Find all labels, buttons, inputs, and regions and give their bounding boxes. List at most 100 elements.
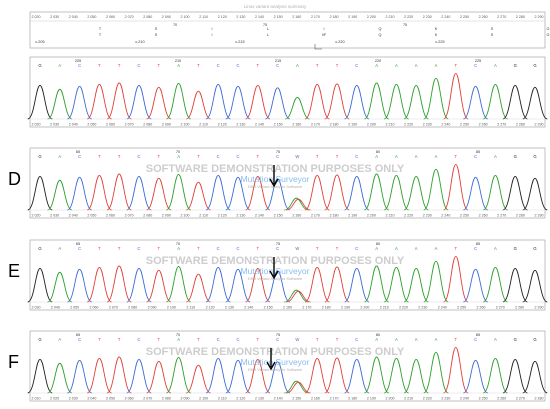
trace-panel-reference: 205 210 215 220 225 G A C T T C T A T C C T C A T T C A A A A T C A G…: [27, 56, 548, 128]
axis-tick-label: 2 220: [404, 214, 413, 218]
base-call-label: A: [435, 154, 438, 159]
base-call-label: C: [474, 246, 477, 251]
base-call-label: T: [316, 337, 319, 342]
trace-peak-A: [423, 168, 449, 211]
codon-label: c.210: [135, 40, 144, 44]
axis-tick-label: 2 150: [264, 306, 273, 310]
base-call-label: C: [236, 154, 239, 159]
axis-tick-label: 2 120: [218, 123, 227, 127]
base-call-label: T: [257, 154, 260, 159]
axis-tick-label: 2 040: [69, 123, 78, 127]
trace-peak-A: [166, 83, 192, 120]
base-call-label: G: [514, 63, 517, 68]
base-call-label: A: [58, 154, 61, 159]
header-axis-tick: 2 250: [460, 15, 469, 19]
trace-peak-T: [443, 72, 469, 120]
base-call-label: T: [197, 246, 200, 251]
axis-tick-label: 2 080: [128, 306, 137, 310]
base-call-label: G: [533, 63, 536, 68]
trace-peak-T: [86, 174, 112, 211]
axis-tick-label: 2 190: [367, 397, 376, 401]
axis-tick-label: 2 140: [274, 397, 283, 401]
axis-tick-label: 2 250: [479, 397, 488, 401]
trace-peak-G: [522, 86, 548, 120]
base-call-label: W: [295, 337, 299, 342]
axis-tick-label: 2 090: [181, 397, 190, 401]
base-call-label: T: [316, 246, 319, 251]
axis-tick-label: 2 040: [51, 306, 60, 310]
header-axis-tick: 2 260: [479, 15, 488, 19]
header-axis-tick: 2 140: [255, 15, 264, 19]
axis-tick-label: 2 130: [255, 397, 264, 401]
axis-tick-label: 2 120: [206, 306, 215, 310]
trace-peak-G: [27, 267, 53, 303]
base-call-label: C: [236, 337, 239, 342]
aa-row2-label: L: [267, 33, 269, 37]
base-call-label: A: [375, 246, 378, 251]
mutation-arrow-head: [269, 178, 279, 188]
base-position-label: 75: [276, 150, 280, 154]
axis-tick-label: 2 060: [106, 123, 115, 127]
panel-letter: E: [8, 261, 20, 281]
trace-peak-T: [324, 266, 350, 303]
trace-peak-G: [502, 84, 528, 120]
trace-peak-C: [344, 84, 370, 120]
base-call-label: T: [257, 246, 260, 251]
axis-tick-label: 2 160: [292, 214, 301, 218]
axis-tick-label: 2 110: [218, 397, 227, 401]
aa-row2-label: I: [211, 33, 212, 37]
axis-tick-label: 2 210: [404, 397, 413, 401]
base-call-label: C: [78, 154, 81, 159]
header-axis-tick: 2 120: [218, 15, 227, 19]
axis-tick-label: 2 100: [199, 397, 208, 401]
base-call-label: T: [98, 246, 101, 251]
base-position-label: 75: [276, 242, 280, 246]
trace-peak-A: [166, 266, 192, 303]
axis-tick-label: 2 210: [380, 306, 389, 310]
trace-peak-T: [304, 83, 330, 120]
axis-tick-label: 2 080: [143, 123, 152, 127]
trace-peak-T: [245, 267, 271, 303]
base-call-label: T: [336, 63, 339, 68]
header-position-label: 75: [403, 23, 407, 27]
base-position-label: 205: [75, 59, 81, 63]
axis-tick-label: 2 070: [125, 123, 134, 127]
base-call-label: T: [316, 63, 319, 68]
trace-peak-A: [383, 174, 409, 211]
trace-peak-G: [502, 267, 528, 303]
trace-peak-T: [245, 358, 271, 394]
axis-tick-label: 2 030: [50, 214, 59, 218]
axis-tick-label: 2 070: [143, 397, 152, 401]
trace-peak-A: [364, 265, 390, 303]
panel-letter: F: [8, 352, 19, 372]
axis-tick-label: 2 290: [535, 306, 544, 310]
axis-tick-label: 2 230: [441, 397, 450, 401]
trace-panels: 205 210 215 220 225 G A C T T C T A T C C T C A T T C A A A A T C A G…: [8, 56, 548, 402]
trace-peak-T: [106, 356, 132, 394]
trace-peak-T: [146, 360, 172, 394]
axis-tick-label: 2 040: [87, 397, 96, 401]
trace-peak-T: [324, 357, 350, 394]
trace-peak-T: [185, 364, 211, 394]
axis-tick-label: 2 080: [143, 214, 152, 218]
header-axis-tick: 2 220: [404, 15, 413, 19]
axis-tick-label: 2 260: [476, 306, 485, 310]
aa-row1-label: T: [99, 27, 102, 31]
base-position-label: 85: [476, 242, 480, 246]
base-call-label: T: [118, 63, 121, 68]
axis-tick-label: 2 290: [535, 123, 544, 127]
base-call-label: A: [494, 337, 497, 342]
base-call-label: C: [355, 154, 358, 159]
base-call-label: C: [137, 154, 140, 159]
base-call-label: T: [158, 337, 161, 342]
trace-panel-E: E 65 70 75 80 85 G A C T T C T A T C C T C W T T C A A A A T C A G G 2 0…: [8, 239, 548, 311]
axis-tick-label: 2 250: [460, 123, 469, 127]
base-call-label: T: [118, 337, 121, 342]
trace-peak-A: [403, 358, 429, 394]
header-axis-tick: 2 270: [497, 15, 506, 19]
base-call-label: C: [474, 63, 477, 68]
aa-row2-label: G: [547, 33, 550, 37]
trace-peak-G: [27, 175, 53, 211]
base-position-label: 85: [476, 333, 480, 337]
base-position-label: 80: [376, 242, 380, 246]
